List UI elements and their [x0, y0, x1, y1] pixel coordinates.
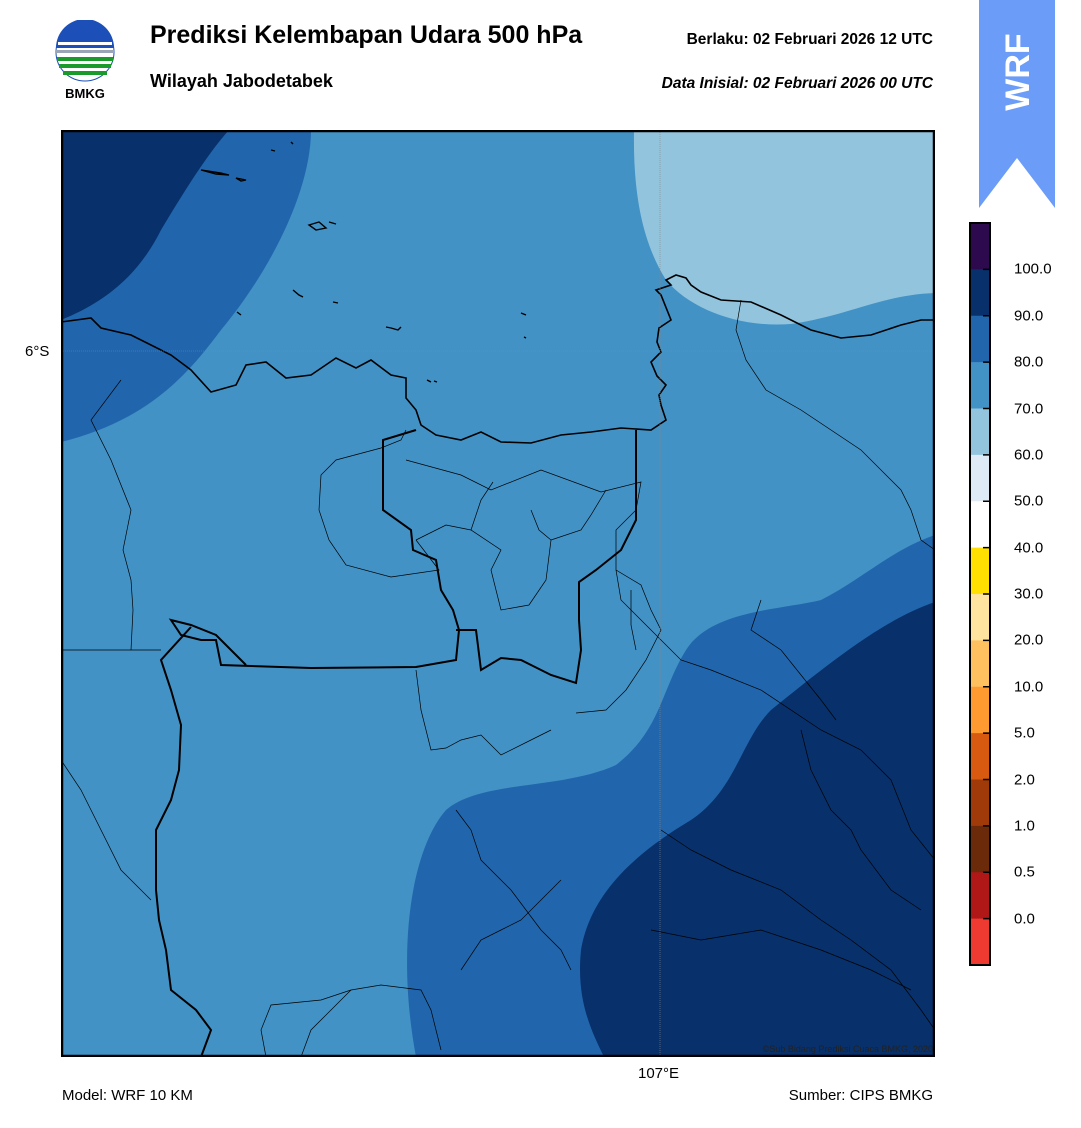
wrf-badge-text: WRF: [999, 33, 1037, 110]
colorbar-label: 0.5: [1014, 863, 1035, 881]
page-title: Prediksi Kelembapan Udara 500 hPa: [150, 21, 583, 49]
colorbar-segment: [970, 408, 990, 456]
colorbar-segment: [970, 733, 990, 780]
colorbar-label: 1.0: [1014, 817, 1035, 835]
province-borders: [155, 429, 637, 1057]
colorbar-label: 10.0: [1014, 678, 1044, 696]
copyright-text: ©Sub Bidang Prediksi Cuaca BMKG, 2020: [762, 1044, 933, 1054]
district-borders: [61, 299, 935, 1057]
init-time: Data Inisial: 02 Februari 2026 00 UTC: [661, 75, 933, 92]
colorbar-segment: [970, 223, 990, 270]
colorbar-frame: [969, 222, 991, 966]
wrf-badge-shape: [979, 0, 1055, 208]
region-subtitle: Wilayah Jabodetabek: [150, 71, 333, 91]
humidity-zone-90-100-northwest: [61, 130, 229, 320]
coastline: [61, 274, 935, 444]
colorbar-label: 60.0: [1014, 446, 1044, 464]
valid-time: Berlaku: 02 Februari 2026 12 UTC: [686, 31, 933, 48]
colorbar-label: 2.0: [1014, 771, 1035, 788]
colorbar-label: 40.0: [1014, 539, 1044, 557]
colorbar-segment: [970, 454, 990, 502]
humidity-zone-90-100-southeast: [580, 602, 935, 1057]
latitude-label: 6°S: [25, 343, 50, 360]
colorbar-segment: [970, 872, 990, 920]
colorbar-label: 80.0: [1014, 353, 1044, 371]
thousand-islands: [200, 141, 527, 383]
colorbar-segment: [970, 594, 990, 641]
humidity-zone-60-70-northeast: [633, 130, 935, 325]
colorbar-label: 20.0: [1014, 631, 1044, 649]
logo-text: BMKG: [65, 86, 105, 101]
longitude-label: 107°E: [638, 1065, 680, 1082]
colorbar-label: 0.0: [1014, 910, 1035, 928]
colorbar-label: 100.0: [1014, 260, 1052, 278]
colorbar-label: 70.0: [1014, 400, 1044, 417]
colorbar: [969, 222, 991, 966]
colorbar-segment: [970, 825, 990, 873]
colorbar-segment: [970, 362, 990, 409]
colorbar-segment: [970, 315, 990, 363]
colorbar-label: 90.0: [1014, 307, 1044, 325]
colorbar-label: 5.0: [1014, 724, 1035, 742]
colorbar-segment: [970, 640, 990, 688]
colorbar-segment: [970, 686, 990, 734]
colorbar-segment: [970, 501, 990, 549]
colorbar-segment: [970, 547, 990, 595]
colorbar-segment: [970, 269, 990, 317]
bmkg-logo-icon: BMKG: [55, 20, 115, 101]
colorbar-segment: [970, 918, 990, 966]
wrf-badge: WRF: [979, 0, 1055, 208]
humidity-map: [61, 130, 935, 1057]
colorbar-label: 50.0: [1014, 492, 1044, 510]
model-label: Model: WRF 10 KM: [62, 1087, 193, 1104]
map-frame: [61, 130, 935, 1057]
colorbar-segment: [970, 779, 990, 827]
source-label: Sumber: CIPS BMKG: [788, 1087, 933, 1104]
colorbar-label: 30.0: [1014, 585, 1044, 603]
